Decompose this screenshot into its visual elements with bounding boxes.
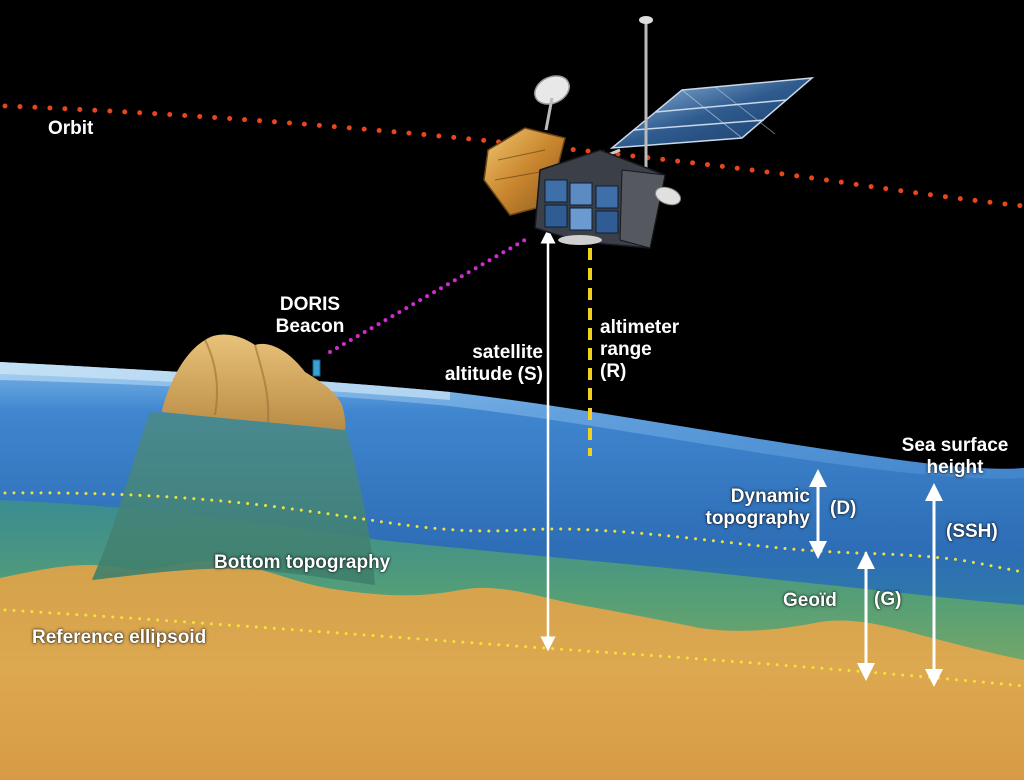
satellite-icon: [483, 16, 815, 249]
altimeter-range-label-line1: altimeter: [600, 317, 680, 338]
geoid-label: Geoïd: [783, 590, 837, 611]
ssh-symbol-label: (SSH): [946, 521, 998, 542]
doris-beacon-label-line2: Beacon: [275, 316, 345, 337]
altimeter-range-label: altimeter range (R): [600, 317, 679, 383]
doris-beacon-icon: [312, 359, 321, 377]
geoid-symbol-label: (G): [874, 589, 902, 610]
bottom-topography-label: Bottom topography: [214, 552, 391, 573]
dynamic-symbol-label: (D): [830, 498, 857, 519]
dynamic-topography-label-line2: topography: [705, 508, 811, 529]
dynamic-topography-label: Dynamic topography: [680, 486, 811, 530]
doris-link: [328, 235, 532, 354]
doris-beacon-label-line1: DORIS: [279, 294, 341, 315]
sea-surface-height-label: Sea surface height: [886, 435, 1024, 479]
reference-ellipsoid-label: Reference ellipsoid: [32, 627, 207, 648]
seamount-island: [162, 334, 346, 430]
reference-ellipsoid-line: [3, 608, 1024, 688]
sea-surface: [0, 362, 1024, 479]
seabed: [0, 560, 1024, 780]
dish-antenna-icon: [534, 75, 570, 131]
orbit-path: [2, 103, 1024, 209]
satellite-altitude-label: satellite altitude (S): [418, 342, 543, 386]
altimeter-range-label-line3: (R): [600, 361, 627, 382]
sea-surface-height-label-line2: height: [926, 457, 984, 478]
solar-panel-icon: [609, 77, 815, 149]
orbit-label: Orbit: [48, 118, 94, 139]
satellite-altitude-label-line1: satellite: [472, 342, 543, 363]
satellite-altitude-label-line2: altitude (S): [444, 364, 543, 385]
sea-surface-height-label-line1: Sea surface: [901, 435, 1009, 456]
seamount-underwater: [92, 412, 375, 585]
doris-beacon-label: DORIS Beacon: [262, 294, 358, 338]
dynamic-topography-label-line1: Dynamic: [730, 486, 810, 507]
altimeter-range-label-line2: range: [600, 339, 652, 360]
seamount-shading: [204, 339, 270, 423]
